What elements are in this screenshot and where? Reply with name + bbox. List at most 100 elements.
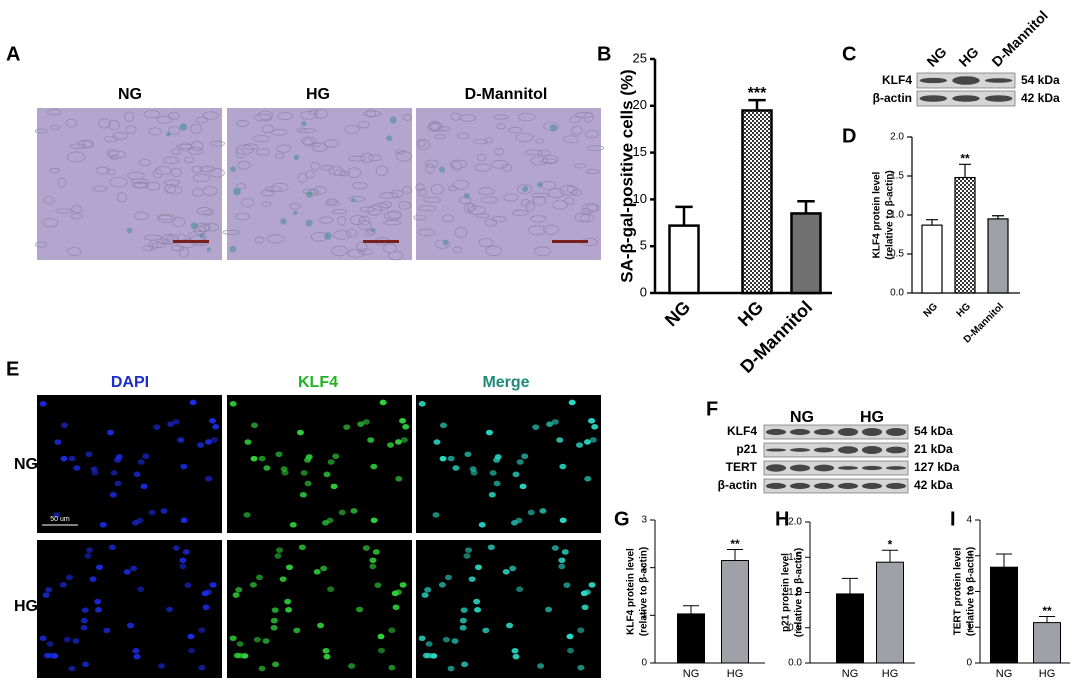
- cell: [529, 215, 547, 223]
- scale-bar: [363, 240, 399, 243]
- cell: [196, 207, 212, 216]
- cell: [543, 224, 559, 235]
- blot-band: [789, 428, 811, 436]
- nucleus: [470, 470, 478, 476]
- nucleus: [85, 451, 93, 458]
- nucleus: [130, 565, 138, 572]
- stain-spot: [442, 239, 449, 246]
- stain-spot: [179, 123, 188, 131]
- nucleus: [563, 582, 571, 588]
- panel-label: E: [6, 358, 19, 380]
- cell: [303, 138, 313, 147]
- cell: [124, 111, 135, 122]
- nucleus: [561, 549, 569, 555]
- nucleus: [551, 545, 559, 551]
- significance: ***: [748, 85, 767, 102]
- cell: [417, 228, 436, 236]
- cell: [235, 148, 245, 159]
- nucleus: [327, 459, 335, 465]
- nucleus: [285, 607, 293, 613]
- cell: [477, 153, 487, 162]
- nucleus: [177, 437, 185, 443]
- nucleus: [343, 424, 351, 430]
- cell: [484, 218, 498, 227]
- image-title: HG: [306, 86, 330, 103]
- cell: [357, 121, 370, 129]
- x-tick-label: HG: [727, 668, 744, 680]
- cell: [525, 201, 535, 212]
- cell: [415, 183, 425, 191]
- nucleus: [232, 592, 240, 598]
- cell: [67, 247, 82, 256]
- cell: [34, 128, 48, 134]
- cell: [92, 185, 108, 192]
- nucleus: [502, 568, 510, 575]
- cell: [586, 203, 600, 212]
- nucleus: [512, 653, 520, 660]
- nucleus: [425, 641, 433, 647]
- nucleus: [293, 627, 301, 634]
- blot-band: [984, 95, 1013, 102]
- nucleus: [372, 549, 380, 555]
- y-tick-label: 2.0: [890, 132, 904, 143]
- nucleus: [558, 557, 566, 564]
- cell: [559, 185, 578, 196]
- micrograph: [37, 108, 222, 260]
- nucleus: [461, 661, 469, 668]
- nucleus: [323, 471, 331, 478]
- nucleus: [459, 617, 467, 624]
- group-label: NG: [790, 409, 814, 426]
- blot-band: [885, 466, 907, 470]
- cell: [508, 127, 523, 134]
- nucleus: [160, 508, 168, 514]
- nucleus: [133, 471, 141, 478]
- blot-band: [837, 427, 859, 437]
- nucleus: [212, 423, 220, 430]
- cell: [442, 214, 454, 223]
- cell: [349, 215, 366, 225]
- fluorescence-image: [37, 540, 222, 678]
- blot-band: [765, 464, 787, 472]
- stain-spot: [206, 247, 212, 252]
- cell: [109, 176, 128, 188]
- nucleus: [249, 582, 257, 588]
- stain-spot: [230, 166, 237, 173]
- cell: [375, 165, 389, 177]
- fluorescence-image: [227, 395, 412, 533]
- blot-band: [885, 446, 907, 454]
- nucleus: [394, 439, 402, 445]
- y-tick-label: 0: [966, 658, 972, 669]
- bar: [668, 224, 700, 295]
- cell: [383, 220, 402, 226]
- cell: [566, 186, 576, 193]
- cell: [325, 200, 340, 207]
- cell: [457, 132, 470, 140]
- nucleus: [172, 545, 180, 551]
- cell: [503, 193, 519, 202]
- blot-band: [765, 448, 787, 452]
- nucleus: [108, 544, 116, 551]
- y-tick-label: 15: [633, 144, 647, 159]
- cell: [368, 154, 382, 162]
- nucleus: [583, 439, 591, 445]
- fluorescence-image: [416, 540, 601, 678]
- cell: [69, 143, 86, 149]
- cell: [299, 128, 317, 134]
- panel-label: F: [706, 398, 718, 420]
- cell: [533, 246, 552, 257]
- cell: [153, 169, 163, 179]
- cell: [402, 186, 413, 194]
- nucleus: [332, 453, 340, 460]
- cell: [423, 197, 441, 203]
- lane-label: NG: [923, 43, 949, 69]
- nucleus: [250, 455, 258, 462]
- nucleus: [488, 491, 496, 498]
- y-tick-label: 2: [966, 586, 972, 597]
- blot-band: [952, 95, 980, 102]
- cell: [65, 118, 77, 128]
- cell: [331, 245, 348, 257]
- cell: [178, 247, 190, 258]
- cell: [535, 138, 545, 144]
- y-tick-label: 0: [640, 284, 647, 299]
- cell: [391, 189, 403, 198]
